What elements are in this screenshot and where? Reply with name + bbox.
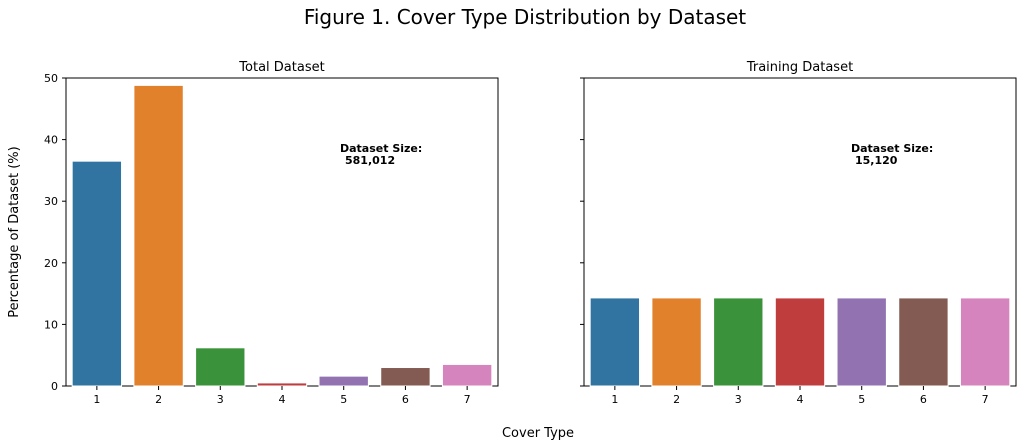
x-tick-label: 6	[920, 393, 927, 406]
panel-title: Training Dataset	[746, 60, 853, 75]
bar-cover-type-3	[195, 347, 246, 387]
x-ticks: 1 2 3 4 5 6 7	[611, 386, 989, 406]
y-tick-label: 0	[51, 380, 58, 393]
bar-cover-type-7	[441, 363, 493, 387]
bar-cover-type-1	[589, 297, 641, 387]
x-tick-label: 1	[93, 393, 100, 406]
bar-cover-type-2	[133, 84, 184, 387]
y-tick-label: 30	[44, 195, 58, 208]
panel-title: Total Dataset	[238, 60, 324, 75]
x-axis-label: Cover Type	[502, 426, 574, 441]
bar-cover-type-6	[380, 367, 431, 387]
x-tick-label: 2	[673, 393, 680, 406]
panel-total-dataset: Total Dataset 1 2 3 4 5 6 7 0 10 20 30 40 50 Datase…	[44, 60, 499, 406]
bars	[589, 297, 1011, 387]
x-tick-label: 7	[464, 393, 471, 406]
bar-cover-type-6	[898, 297, 949, 387]
panel-training-dataset: Training Dataset 1 2 3 4 5 6 7 Dataset Size: 1…	[580, 60, 1017, 406]
x-tick-label: 3	[735, 393, 742, 406]
bar-cover-type-5	[836, 297, 887, 387]
dataset-size-value: 15,120	[855, 154, 898, 167]
y-ticks	[580, 77, 584, 387]
plot-area	[65, 77, 499, 387]
x-tick-label: 5	[858, 393, 865, 406]
y-axis-label: Percentage of Dataset (%)	[7, 146, 22, 317]
x-tick-label: 1	[611, 393, 618, 406]
x-tick-label: 4	[797, 393, 804, 406]
y-tick-label: 20	[44, 257, 58, 270]
bar-cover-type-7	[959, 297, 1011, 387]
y-ticks: 0 10 20 30 40 50	[44, 72, 66, 393]
bar-cover-type-5	[318, 375, 369, 387]
bar-cover-type-1	[71, 160, 123, 387]
y-tick-label: 40	[44, 134, 58, 147]
bar-cover-type-4	[256, 382, 308, 387]
x-tick-label: 2	[155, 393, 162, 406]
x-tick-label: 3	[217, 393, 224, 406]
figure-title: Figure 1. Cover Type Distribution by Dat…	[304, 5, 746, 29]
x-ticks: 1 2 3 4 5 6 7	[93, 386, 471, 406]
y-tick-label: 10	[44, 318, 58, 331]
dataset-size-label: Dataset Size:	[340, 142, 422, 155]
dataset-size-value: 581,012	[345, 154, 395, 167]
dataset-size-label: Dataset Size:	[851, 142, 933, 155]
bar-cover-type-2	[651, 297, 702, 387]
bar-cover-type-4	[774, 297, 826, 387]
x-tick-label: 4	[279, 393, 286, 406]
bar-cover-type-3	[713, 297, 764, 387]
x-tick-label: 7	[982, 393, 989, 406]
x-tick-label: 6	[402, 393, 409, 406]
bars	[71, 84, 493, 387]
x-tick-label: 5	[340, 393, 347, 406]
y-tick-label: 50	[44, 72, 58, 85]
